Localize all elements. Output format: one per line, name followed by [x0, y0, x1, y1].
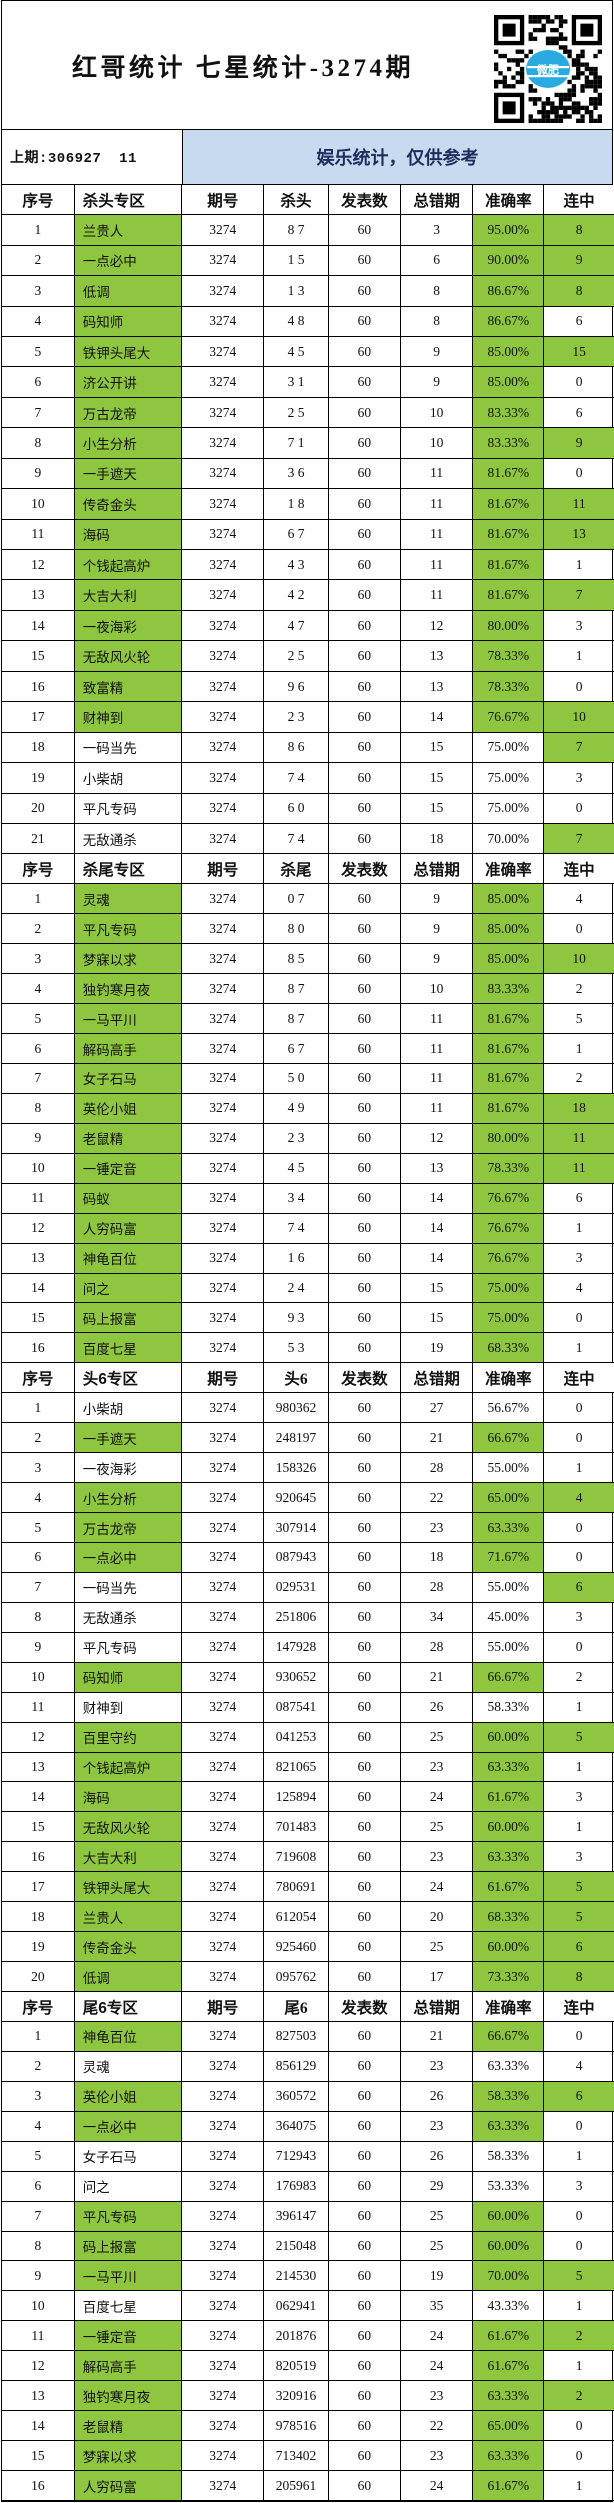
svg-text:微肥: 微肥: [536, 63, 559, 77]
